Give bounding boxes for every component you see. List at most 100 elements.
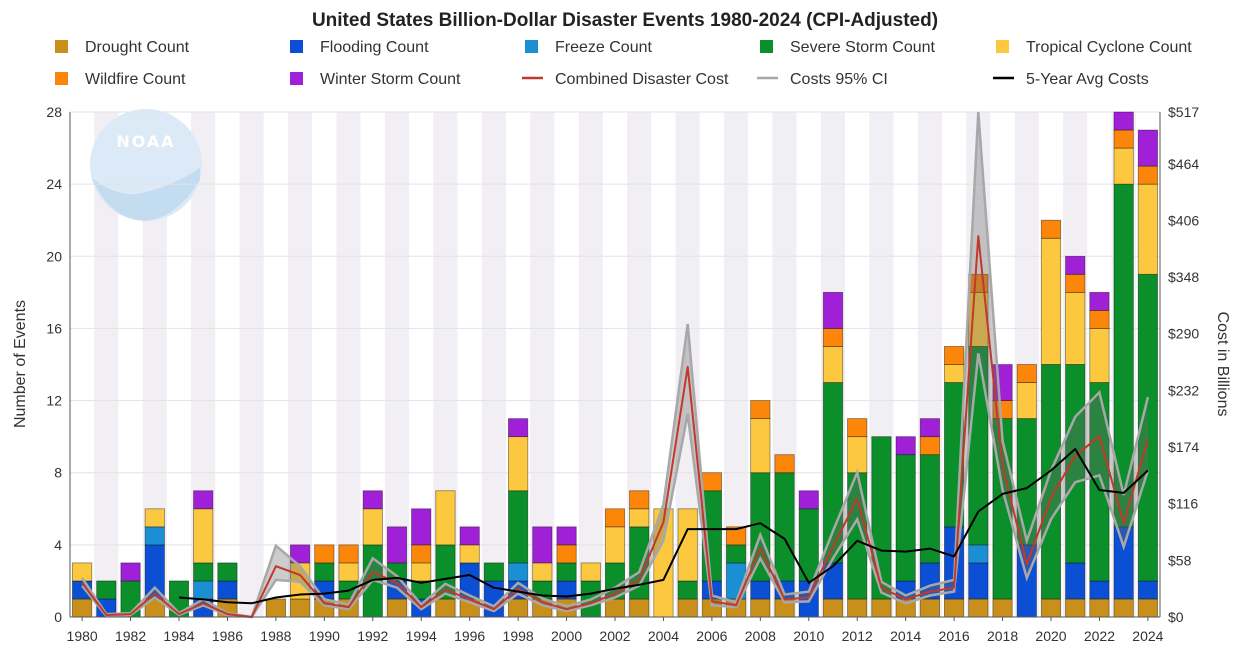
legend-label: Severe Storm Count [790, 39, 936, 56]
bar-wildfire-count-2002 [604, 508, 626, 528]
bar-winter-storm-count-1999 [532, 526, 553, 564]
bar-severe-storm-count-2009 [774, 472, 795, 582]
chart-title: United States Billion-Dollar Disaster Ev… [312, 10, 938, 31]
bar-tropical-cyclone-count-2002 [604, 526, 626, 564]
bar-wildfire-count-1990 [314, 544, 335, 564]
bar-wildfire-count-1994 [411, 544, 432, 564]
bar-tropical-cyclone-count-1985 [193, 508, 214, 564]
bar-tropical-cyclone-count-1980 [72, 562, 93, 582]
x-tick-label: 2022 [1084, 628, 1115, 644]
bar-drought-count-2018 [992, 598, 1013, 618]
x-tick-label: 2010 [793, 628, 824, 644]
bar-severe-storm-count-1998 [508, 490, 529, 564]
legend-swatch [760, 40, 773, 53]
x-tick-label: 2018 [987, 628, 1018, 644]
bar-wildfire-count-2006 [701, 472, 722, 492]
legend-item-5-year-avg-costs: 5-Year Avg Costs [993, 71, 1149, 88]
bar-freeze-count-1985 [193, 580, 214, 600]
bar-tropical-cyclone-count-1992 [362, 508, 383, 546]
bar-winter-storm-count-2014 [895, 436, 916, 456]
x-tick-label: 1982 [115, 628, 146, 644]
bar-winter-storm-count-2021 [1065, 255, 1086, 275]
bar-flooding-count-2022 [1089, 580, 1110, 600]
bar-freeze-count-1998 [508, 562, 529, 582]
bar-wildfire-count-2024 [1137, 165, 1158, 185]
bars [72, 111, 1158, 618]
bar-wildfire-count-2011 [822, 328, 844, 347]
axes: 0481216202428$0$58$116$174$232$290$348$4… [46, 104, 1199, 644]
x-tick-label: 1980 [67, 628, 98, 644]
bar-drought-count-2023 [1113, 598, 1134, 618]
bar-winter-storm-count-2010 [798, 490, 819, 510]
legend-swatch [55, 72, 68, 85]
year-stripe [70, 112, 95, 617]
year-stripe [215, 112, 240, 617]
bar-tropical-cyclone-count-2024 [1137, 183, 1158, 275]
bar-drought-count-2024 [1137, 598, 1158, 618]
bar-drought-count-2017 [968, 598, 989, 618]
y-tick-label-left: 20 [46, 248, 62, 264]
bar-drought-count-2021 [1065, 598, 1086, 618]
legend-item-flooding-count: Flooding Count [290, 39, 429, 56]
line-5-year-avg-costs [178, 448, 1149, 605]
bar-drought-count-2011 [822, 598, 844, 618]
legend: Drought Count Flooding Count Freeze Count S… [55, 39, 1192, 88]
bar-wildfire-count-2020 [1040, 219, 1062, 239]
bar-winter-storm-count-1989 [290, 544, 311, 564]
x-tick-label: 2008 [745, 628, 776, 644]
y-tick-label-left: 28 [46, 104, 62, 120]
bar-drought-count-1988 [265, 598, 286, 618]
noaa-logo-text: NOAA [116, 132, 175, 151]
bar-winter-storm-count-1993 [386, 526, 408, 564]
bar-freeze-count-2017 [968, 544, 989, 564]
year-stripe [288, 112, 313, 617]
bar-tropical-cyclone-count-1996 [459, 544, 480, 564]
bar-drought-count-1998 [508, 598, 529, 618]
year-stripe [578, 112, 603, 617]
bar-tropical-cyclone-count-2021 [1065, 291, 1086, 365]
x-tick-label: 2016 [939, 628, 970, 644]
bar-drought-count-2012 [847, 598, 868, 618]
x-tick-label: 2002 [599, 628, 630, 644]
bar-tropical-cyclone-count-1983 [144, 508, 165, 528]
y-tick-label-right: $0 [1168, 609, 1184, 625]
y-tick-label-right: $58 [1168, 552, 1192, 568]
bar-wildfire-count-2009 [774, 454, 795, 474]
line-combined-disaster-cost [81, 235, 1149, 618]
bar-wildfire-count-2022 [1089, 309, 1110, 329]
bar-wildfire-count-1991 [338, 544, 359, 564]
bar-severe-storm-count-2007 [726, 544, 747, 564]
y-tick-label-left: 0 [54, 609, 62, 625]
bar-severe-storm-count-2015 [919, 454, 940, 564]
legend-label: Combined Disaster Cost [555, 71, 729, 88]
legend-item-combined-disaster-cost: Combined Disaster Cost [522, 71, 729, 88]
y-axis-label-left: Number of Events [12, 300, 29, 428]
bar-tropical-cyclone-count-1999 [532, 562, 553, 582]
legend-label: Flooding Count [320, 39, 429, 56]
bar-winter-storm-count-2022 [1089, 291, 1110, 311]
bar-severe-storm-count-2005 [677, 580, 698, 600]
y-tick-label-left: 8 [54, 465, 62, 481]
bar-tropical-cyclone-count-2012 [847, 436, 868, 474]
bar-drought-count-2003 [629, 598, 650, 618]
bar-wildfire-count-2016 [944, 346, 965, 365]
legend-swatch [55, 40, 68, 53]
bar-tropical-cyclone-count-1991 [338, 562, 359, 582]
x-tick-label: 1992 [357, 628, 388, 644]
y-tick-label-left: 12 [46, 393, 62, 409]
y-tick-label-right: $232 [1168, 382, 1199, 398]
legend-label: Winter Storm Count [320, 71, 461, 88]
bar-drought-count-2016 [944, 598, 965, 618]
bar-tropical-cyclone-count-2016 [944, 364, 965, 383]
legend-label: Wildfire Count [85, 71, 186, 88]
legend-item-winter-storm-count: Winter Storm Count [290, 71, 461, 88]
bar-severe-storm-count-2000 [556, 562, 577, 582]
legend-item-severe-storm-count: Severe Storm Count [760, 39, 936, 56]
legend-item-drought-count: Drought Count [55, 39, 190, 56]
x-tick-label: 2006 [696, 628, 727, 644]
year-stripe [481, 112, 506, 617]
x-tick-label: 1990 [309, 628, 340, 644]
legend-swatch [290, 40, 303, 53]
x-tick-label: 2020 [1035, 628, 1066, 644]
bar-flooding-count-2011 [822, 562, 844, 600]
